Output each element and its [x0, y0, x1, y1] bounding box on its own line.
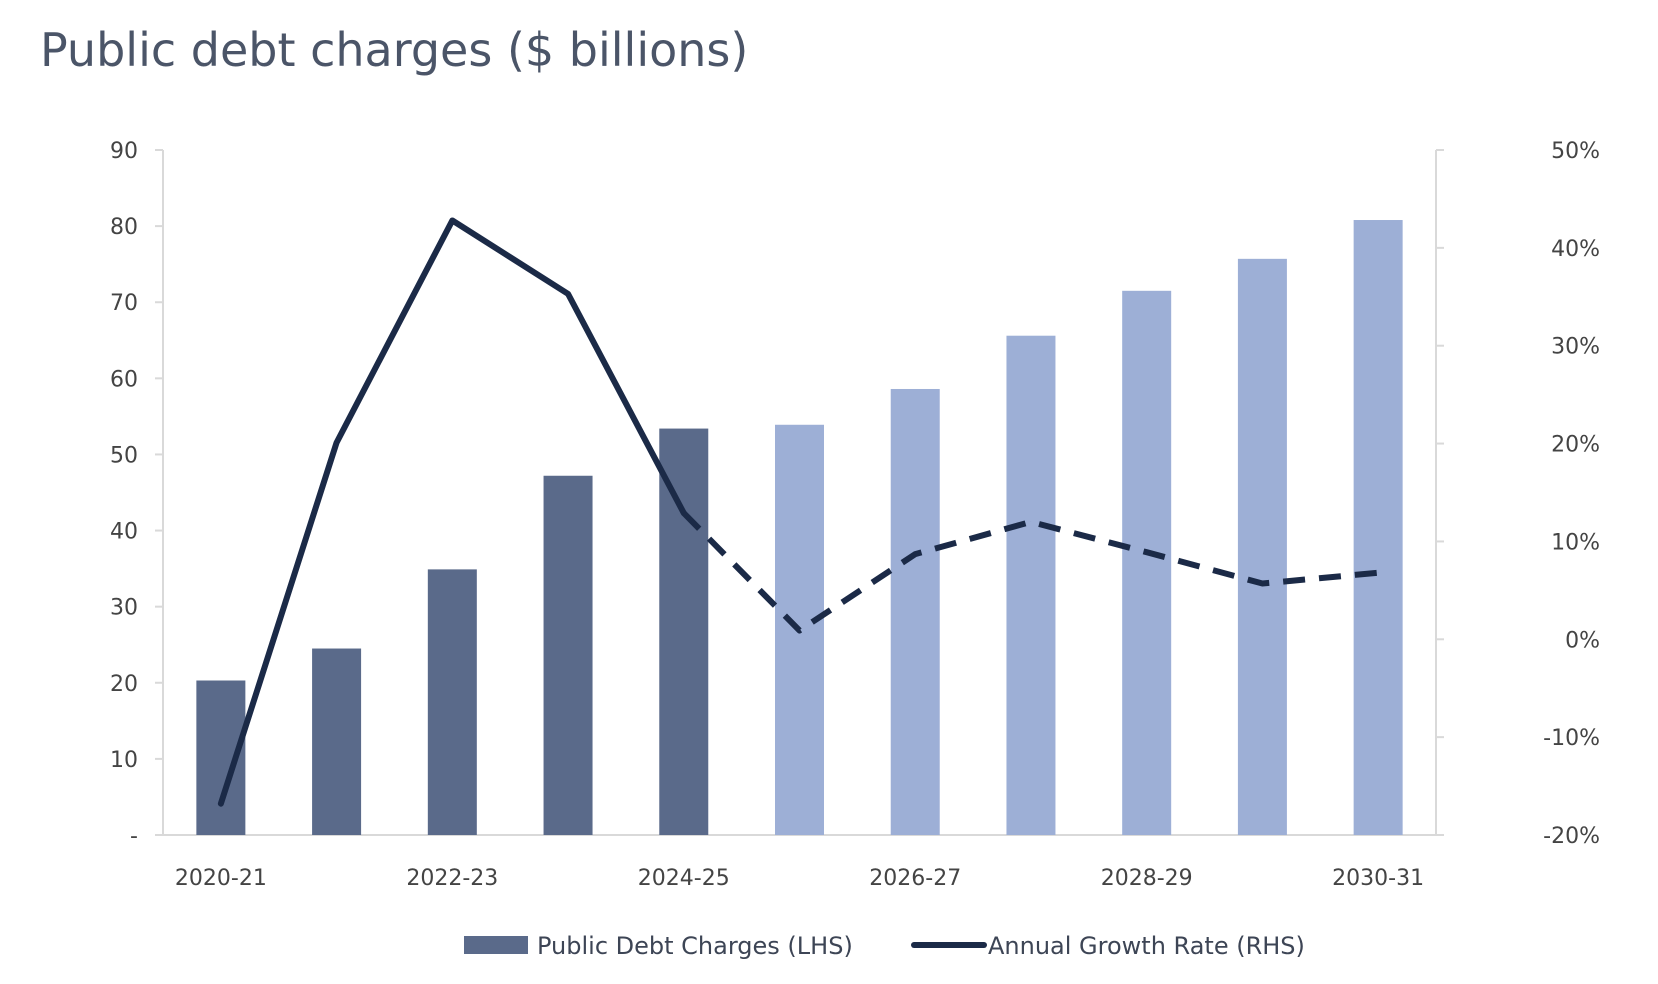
bar — [1237, 258, 1287, 836]
legend-swatch-bars — [464, 936, 528, 954]
legend-label-line: Annual Growth Rate (RHS) — [988, 932, 1305, 960]
x-tick-label: 2022-23 — [406, 866, 498, 891]
bar — [1353, 220, 1403, 835]
bar — [1122, 290, 1172, 835]
y-left-tick-label: 10 — [110, 748, 138, 773]
bar — [427, 569, 477, 835]
x-axis-ticks: 2020-21 2022-23 2024-25 2026-27 2028-29 2030-… — [175, 866, 1424, 891]
chart-title: Public debt charges ($ billions) — [40, 23, 748, 77]
y-right-ticks: -20% -10% 0% 10% 20% 30% 40% 50% — [1436, 139, 1600, 849]
y-right-tick-label: 10% — [1551, 530, 1600, 555]
y-right-tick-label: 0% — [1565, 628, 1600, 653]
y-right-tick-label: 50% — [1551, 139, 1600, 164]
bar — [890, 388, 940, 835]
legend: Public Debt Charges (LHS) Annual Growth R… — [464, 932, 1305, 960]
bar — [543, 475, 593, 835]
y-left-tick-label: 90 — [110, 139, 138, 164]
bar — [659, 428, 709, 835]
bar — [1006, 335, 1056, 835]
y-left-tick-label: 30 — [110, 596, 138, 621]
y-left-ticks: - 10 20 30 40 50 60 70 80 90 — [110, 139, 163, 849]
y-left-tick-label: - — [130, 824, 138, 849]
x-tick-label: 2028-29 — [1101, 866, 1193, 891]
y-right-tick-label: 40% — [1551, 237, 1600, 262]
y-left-tick-label: 60 — [110, 367, 138, 392]
y-right-tick-label: 20% — [1551, 433, 1600, 458]
x-tick-label: 2026-27 — [869, 866, 961, 891]
y-right-tick-label: 30% — [1551, 335, 1600, 360]
y-left-tick-label: 80 — [110, 215, 138, 240]
y-right-tick-label: -10% — [1543, 726, 1600, 751]
y-left-tick-label: 20 — [110, 672, 138, 697]
x-tick-label: 2024-25 — [638, 866, 730, 891]
bar — [312, 648, 362, 835]
line-series — [217, 217, 1379, 807]
y-left-tick-label: 50 — [110, 443, 138, 468]
legend-label-bars: Public Debt Charges (LHS) — [537, 932, 853, 960]
bar-series — [196, 220, 1403, 836]
y-right-tick-label: -20% — [1543, 824, 1600, 849]
x-tick-label: 2020-21 — [175, 866, 267, 891]
y-left-tick-label: 40 — [110, 520, 138, 545]
x-tick-label: 2030-31 — [1332, 866, 1424, 891]
y-left-tick-label: 70 — [110, 291, 138, 316]
